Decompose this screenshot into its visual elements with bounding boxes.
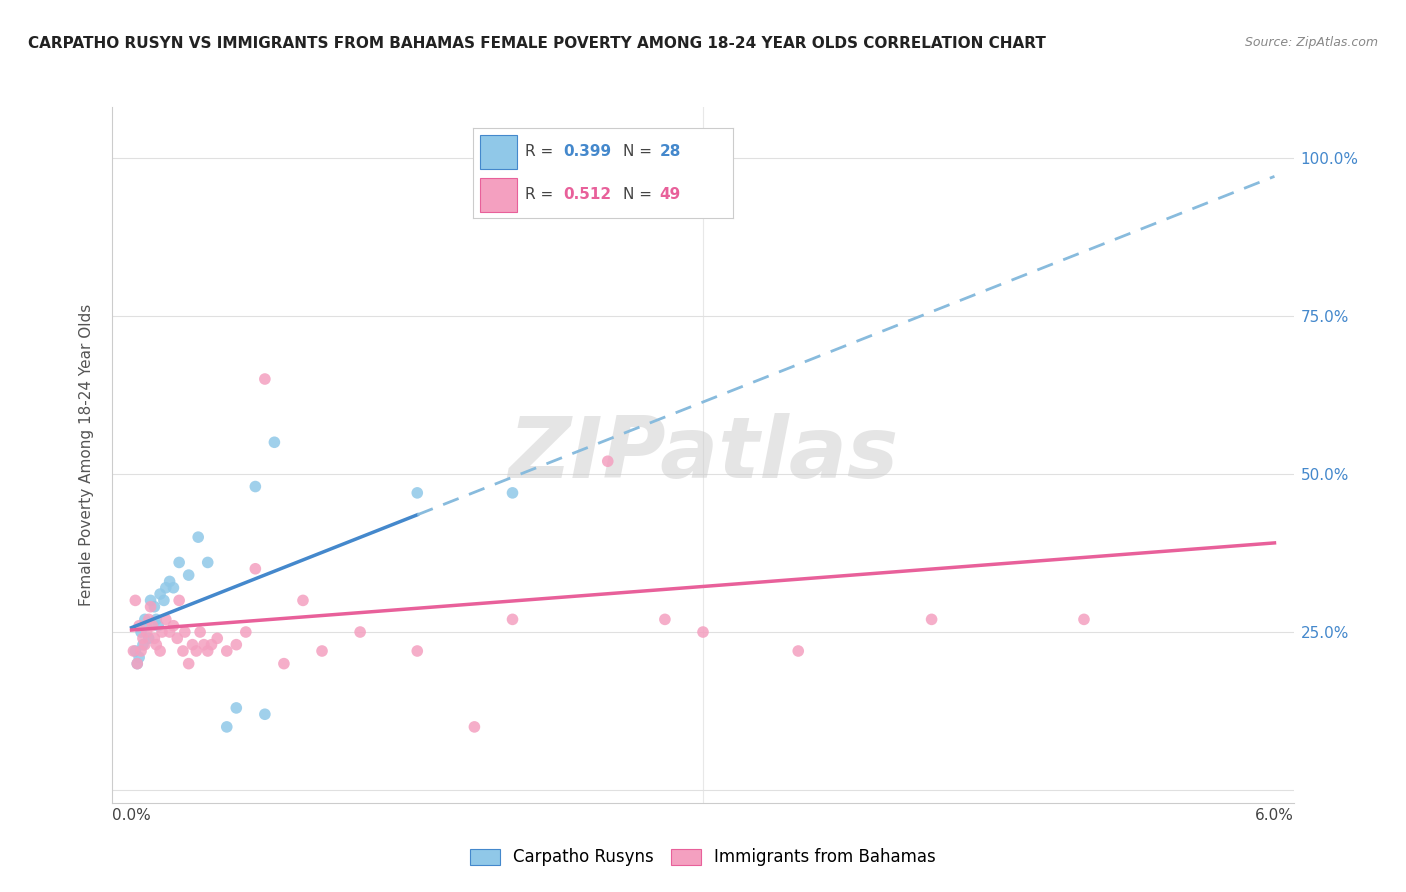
Point — [263, 435, 285, 450]
Point — [128, 650, 150, 665]
Legend: Carpatho Rusyns, Immigrants from Bahamas: Carpatho Rusyns, Immigrants from Bahamas — [461, 840, 945, 875]
Point — [406, 644, 429, 658]
Point — [148, 618, 170, 632]
Point — [193, 638, 215, 652]
Point — [138, 632, 160, 646]
Point — [787, 644, 810, 658]
Point — [253, 372, 276, 386]
Point — [149, 587, 172, 601]
Point — [197, 644, 219, 658]
Point — [177, 657, 200, 671]
Point — [654, 612, 676, 626]
Point — [159, 625, 181, 640]
Point — [596, 454, 619, 468]
Point — [143, 599, 166, 614]
Point — [129, 625, 152, 640]
Point — [155, 612, 177, 626]
Point — [200, 638, 222, 652]
Point — [172, 644, 194, 658]
Point — [138, 612, 160, 626]
Point — [311, 644, 333, 658]
Text: ZIPatlas: ZIPatlas — [508, 413, 898, 497]
Point — [153, 593, 176, 607]
Point — [502, 486, 524, 500]
Point — [122, 644, 145, 658]
Point — [150, 625, 173, 640]
Point — [135, 625, 157, 640]
Point — [167, 593, 190, 607]
Point — [291, 593, 314, 607]
Point — [124, 593, 146, 607]
Point — [139, 593, 162, 607]
Point — [166, 632, 188, 646]
Point — [463, 720, 485, 734]
Point — [128, 618, 150, 632]
Point — [225, 701, 247, 715]
Point — [188, 625, 211, 640]
Point — [127, 657, 149, 671]
Point — [207, 632, 229, 646]
Point — [127, 657, 149, 671]
Point — [245, 562, 267, 576]
Point — [173, 625, 195, 640]
Point — [134, 612, 156, 626]
Point — [921, 612, 943, 626]
Point — [162, 618, 184, 632]
Point — [197, 556, 219, 570]
Point — [273, 657, 295, 671]
Point — [135, 618, 157, 632]
Point — [245, 479, 267, 493]
Point — [186, 644, 208, 658]
Point — [134, 638, 156, 652]
Text: Source: ZipAtlas.com: Source: ZipAtlas.com — [1244, 36, 1378, 49]
Point — [187, 530, 209, 544]
Point — [253, 707, 276, 722]
Point — [124, 644, 146, 658]
Point — [225, 638, 247, 652]
Point — [181, 638, 204, 652]
Point — [215, 720, 238, 734]
Point — [155, 581, 177, 595]
Point — [132, 632, 155, 646]
Point — [132, 638, 155, 652]
Point — [540, 151, 562, 165]
Point — [145, 612, 167, 626]
Text: CARPATHO RUSYN VS IMMIGRANTS FROM BAHAMAS FEMALE POVERTY AMONG 18-24 YEAR OLDS C: CARPATHO RUSYN VS IMMIGRANTS FROM BAHAMA… — [28, 36, 1046, 51]
Point — [692, 625, 714, 640]
Point — [1073, 612, 1095, 626]
Point — [149, 644, 172, 658]
Point — [141, 618, 163, 632]
Point — [129, 644, 152, 658]
Point — [139, 599, 162, 614]
Point — [502, 612, 524, 626]
Point — [215, 644, 238, 658]
Point — [235, 625, 257, 640]
Point — [159, 574, 181, 589]
Point — [145, 638, 167, 652]
Point — [167, 556, 190, 570]
Point — [177, 568, 200, 582]
Point — [162, 581, 184, 595]
Point — [349, 625, 371, 640]
Point — [143, 632, 166, 646]
Point — [406, 486, 429, 500]
Y-axis label: Female Poverty Among 18-24 Year Olds: Female Poverty Among 18-24 Year Olds — [79, 304, 94, 606]
